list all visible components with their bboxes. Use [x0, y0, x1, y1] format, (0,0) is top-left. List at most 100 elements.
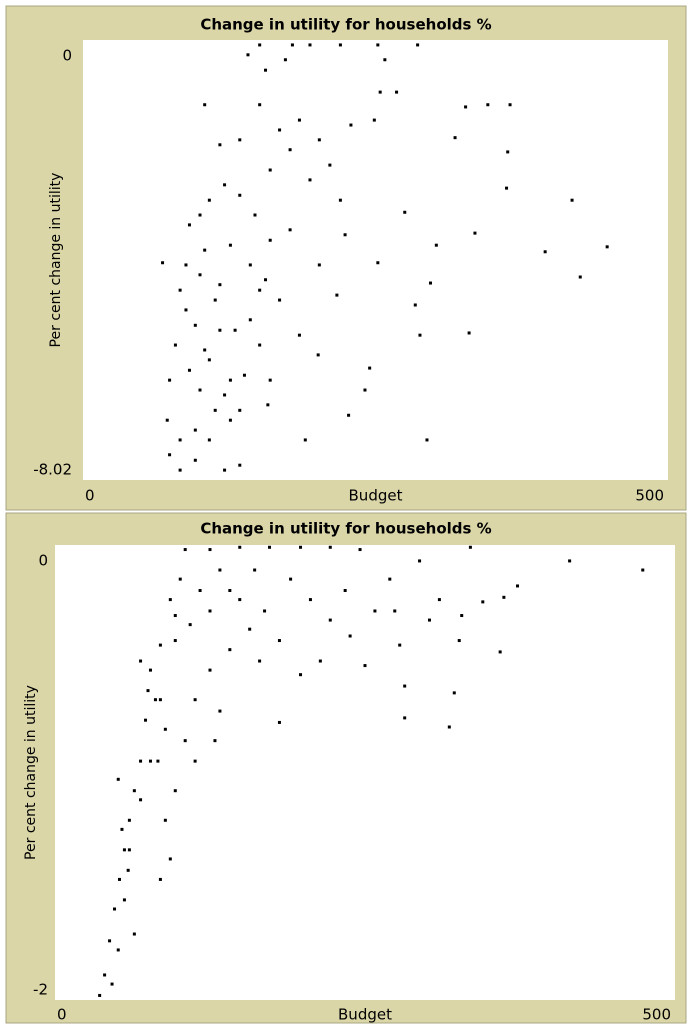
- point: [343, 233, 347, 237]
- point: [568, 559, 572, 563]
- point: [168, 598, 172, 602]
- point: [116, 777, 120, 781]
- point: [223, 393, 227, 397]
- point: [127, 818, 131, 822]
- point: [460, 614, 464, 618]
- point: [193, 458, 197, 462]
- point: [165, 418, 169, 422]
- point: [158, 877, 162, 881]
- point: [299, 673, 303, 677]
- point: [376, 261, 380, 265]
- point: [242, 373, 246, 377]
- point: [208, 668, 212, 672]
- point: [127, 848, 131, 852]
- point: [193, 759, 197, 763]
- point: [144, 718, 148, 722]
- point: [168, 857, 172, 861]
- point: [238, 545, 242, 549]
- point: [193, 323, 197, 327]
- point: [248, 627, 252, 631]
- point: [498, 650, 502, 654]
- point: [452, 691, 456, 695]
- point: [428, 281, 432, 285]
- point: [464, 105, 468, 109]
- point: [187, 223, 191, 227]
- point: [398, 643, 402, 647]
- point: [403, 210, 407, 214]
- point: [148, 668, 152, 672]
- point: [108, 939, 112, 943]
- point: [178, 288, 182, 292]
- point: [258, 288, 262, 292]
- point: [207, 438, 211, 442]
- point: [238, 598, 242, 602]
- point: [264, 278, 268, 282]
- point: [266, 403, 270, 407]
- point: [228, 648, 232, 652]
- x-axis-label: Budget: [349, 487, 403, 505]
- point: [168, 453, 172, 457]
- x-tick-label: 0: [85, 487, 95, 505]
- point: [139, 659, 143, 663]
- point: [368, 366, 372, 370]
- point: [161, 261, 165, 265]
- point: [178, 438, 182, 442]
- point: [468, 545, 472, 549]
- point: [317, 138, 321, 142]
- chart-title: Change in utility for households %: [200, 16, 491, 34]
- point: [203, 103, 207, 107]
- point: [203, 348, 207, 352]
- point: [173, 343, 177, 347]
- point: [277, 720, 281, 724]
- point: [290, 43, 294, 47]
- point: [158, 643, 162, 647]
- y-tick-label: -8.02: [33, 461, 72, 479]
- point: [425, 438, 429, 442]
- point: [203, 248, 207, 252]
- point: [178, 468, 182, 472]
- point: [543, 250, 547, 254]
- point: [641, 568, 645, 572]
- point: [233, 328, 237, 332]
- point: [228, 418, 232, 422]
- point: [218, 143, 222, 147]
- point: [393, 609, 397, 613]
- point: [198, 388, 202, 392]
- point: [187, 368, 191, 372]
- y-axis-label: Per cent change in utility: [23, 685, 39, 860]
- point: [248, 318, 252, 322]
- point: [403, 716, 407, 720]
- point: [223, 183, 227, 187]
- point: [238, 463, 242, 467]
- point: [418, 559, 422, 563]
- point: [163, 727, 167, 731]
- point: [218, 709, 222, 713]
- y-axis-label: Per cent change in utility: [48, 173, 64, 348]
- point: [467, 331, 471, 335]
- x-tick-label: 500: [635, 487, 664, 505]
- point: [173, 639, 177, 643]
- point: [486, 103, 490, 107]
- y-tick-label: -2: [33, 981, 48, 999]
- point: [117, 877, 121, 881]
- point: [570, 198, 574, 202]
- point: [113, 907, 117, 911]
- point: [505, 186, 509, 190]
- point: [473, 231, 477, 235]
- point: [434, 243, 438, 247]
- point: [457, 639, 461, 643]
- point: [416, 43, 420, 47]
- point: [213, 298, 217, 302]
- point: [413, 303, 417, 307]
- point: [308, 43, 312, 47]
- y-tick-label: 0: [38, 552, 48, 570]
- point: [378, 90, 382, 94]
- point: [173, 614, 177, 618]
- point: [297, 333, 301, 337]
- point: [207, 358, 211, 362]
- point: [263, 609, 267, 613]
- point: [228, 378, 232, 382]
- point: [110, 982, 114, 986]
- point: [139, 759, 143, 763]
